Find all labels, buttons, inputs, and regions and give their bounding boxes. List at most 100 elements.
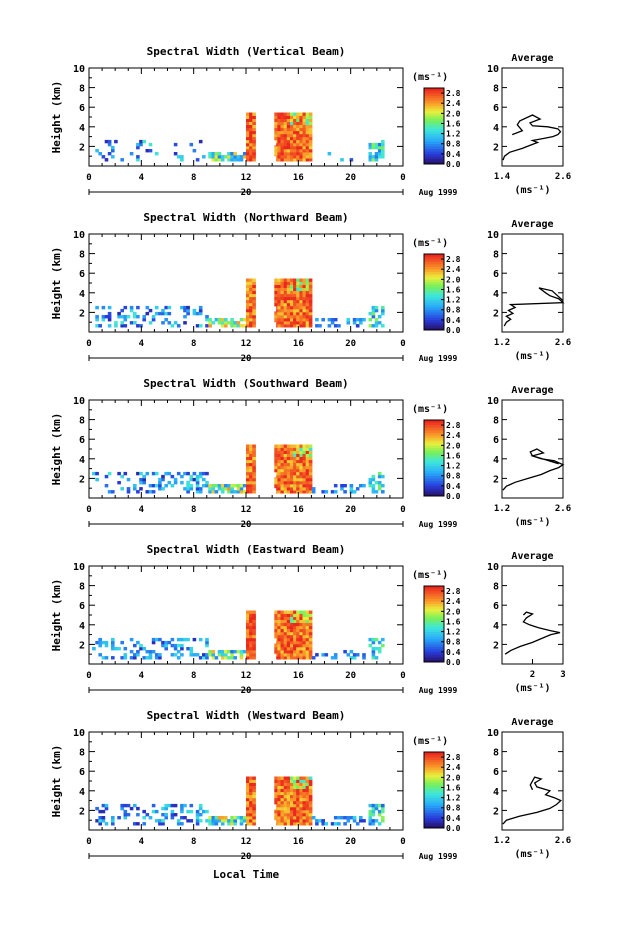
heatmap-cell <box>305 145 310 150</box>
heatmap-cell <box>220 816 225 820</box>
heatmap-cell <box>374 656 379 660</box>
heatmap-cell <box>293 794 297 799</box>
heatmap-cell <box>249 816 253 820</box>
colorbar-swatch <box>424 445 444 449</box>
heatmap-cell <box>293 813 297 817</box>
colorbar-tick-label: 1.6 <box>446 617 461 626</box>
heatmap-cell <box>252 133 256 138</box>
heatmap-cell <box>236 487 241 491</box>
heatmap-cell <box>249 791 253 796</box>
x-tick-label: 20 <box>345 837 356 847</box>
heatmap-cell <box>302 139 307 144</box>
heatmap-cell <box>246 284 250 288</box>
heatmap-cell <box>296 124 300 129</box>
heatmap-cell <box>274 800 278 805</box>
heatmap-cell <box>293 791 297 796</box>
heatmap-cell <box>286 785 291 789</box>
heatmap-cell <box>286 794 291 799</box>
average-y-tick-label: 6 <box>493 103 499 114</box>
heatmap-cell <box>283 628 288 633</box>
heatmap-cell <box>352 653 357 657</box>
heatmap-cell <box>186 308 190 313</box>
heatmap-cell <box>249 308 253 313</box>
heatmap-cell <box>290 462 294 467</box>
heatmap-cell <box>280 490 285 494</box>
heatmap-cells <box>95 112 385 163</box>
date-label: 20 <box>241 520 252 530</box>
heatmap-cell <box>293 631 297 636</box>
heatmap-cell <box>286 465 291 470</box>
heatmap-cell <box>249 471 253 476</box>
heatmap-cell <box>286 650 291 654</box>
heatmap-cell <box>277 797 281 802</box>
heatmap-cell <box>290 800 294 805</box>
heatmap-cell <box>180 647 184 651</box>
heatmap-cell <box>280 465 285 470</box>
heatmap-cell <box>252 653 256 657</box>
heatmap-cell <box>142 474 146 479</box>
heatmap-cell <box>126 487 131 491</box>
heatmap-cell <box>252 474 256 479</box>
heatmap-cell <box>305 819 310 823</box>
heatmap-cell <box>381 816 385 820</box>
heatmap-cell <box>214 318 219 322</box>
heatmap-cell <box>290 459 294 464</box>
heatmap-cell <box>286 456 291 461</box>
heatmap-cell <box>252 628 256 633</box>
heatmap-cell <box>299 487 303 491</box>
colorbar-swatch <box>424 468 444 471</box>
colorbar-tick-label: 2.0 <box>446 109 461 118</box>
colorbar-swatch <box>424 759 444 763</box>
heatmap-cell <box>286 634 291 639</box>
heatmap-cell <box>145 650 150 654</box>
heatmap-cell <box>286 321 291 325</box>
heatmap-cell <box>299 293 303 298</box>
heatmap-cell <box>195 816 200 820</box>
heatmap-cell <box>377 803 382 808</box>
colorbar-swatch <box>424 810 444 814</box>
heatmap-cell <box>249 149 253 153</box>
heatmap-cell <box>286 779 291 783</box>
heatmap-cell <box>290 318 294 322</box>
colorbar-swatch <box>424 779 444 783</box>
heatmap-cell <box>305 791 310 796</box>
heatmap-cell <box>249 447 253 451</box>
panel-title: Spectral Width (Northward Beam) <box>143 211 348 224</box>
heatmap-cell <box>381 490 385 494</box>
heatmap-cell <box>290 610 294 614</box>
heatmap-cell <box>252 809 256 814</box>
heatmap-cell <box>183 308 187 313</box>
average-frame <box>501 731 564 831</box>
heatmap-cell <box>290 281 294 285</box>
heatmap-cell <box>233 152 237 156</box>
heatmap-cell <box>293 136 297 141</box>
heatmap-cell <box>101 315 106 319</box>
heatmap-cell <box>205 318 209 322</box>
colorbar-tick-label: 0.8 <box>446 306 461 315</box>
heatmap-cell <box>305 628 310 633</box>
colorbar-swatch <box>424 478 444 482</box>
heatmap-cell <box>274 296 278 301</box>
date-label: 20 <box>241 852 252 862</box>
colorbar-swatch <box>424 475 444 479</box>
heatmap-cell <box>249 318 253 322</box>
heatmap-cell <box>283 149 288 153</box>
heatmap-cell <box>230 819 234 823</box>
heatmap-cell <box>246 112 250 116</box>
heatmap-cell <box>252 813 256 817</box>
heatmap-cell <box>280 628 285 633</box>
heatmap-cell <box>101 305 106 310</box>
heatmap-cell <box>246 453 250 457</box>
heatmap-cell <box>308 155 313 159</box>
heatmap-cell <box>299 637 303 642</box>
heatmap-cell <box>230 152 234 156</box>
heatmap-cell <box>180 155 184 159</box>
heatmap-cell <box>246 136 250 141</box>
heatmap-cell <box>377 152 382 156</box>
heatmap-cell <box>283 145 288 150</box>
heatmap-cell <box>280 794 285 799</box>
heatmap-cell <box>239 155 244 159</box>
heatmap-cell <box>293 647 297 651</box>
heatmap-cell <box>274 290 278 295</box>
heatmap-cell <box>283 797 288 802</box>
